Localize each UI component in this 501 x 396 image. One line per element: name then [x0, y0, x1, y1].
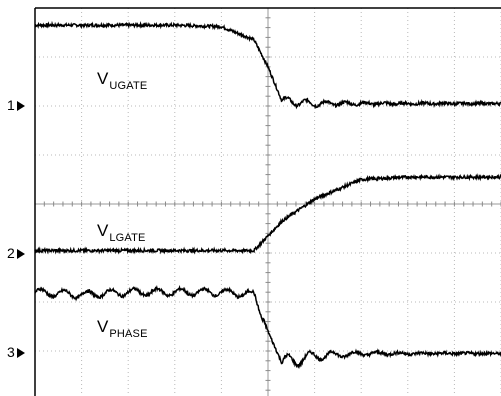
channel-3-marker: 3	[7, 345, 25, 359]
lgate-label: VLGATE	[97, 221, 146, 244]
channel-3-arrow-icon	[16, 348, 25, 358]
ugate-label: VUGATE	[97, 69, 147, 92]
phase-label-main: V	[97, 317, 109, 336]
channel-3-number: 3	[7, 344, 15, 360]
phase-label-sub: PHASE	[109, 328, 148, 340]
channel-1-marker: 1	[7, 98, 25, 112]
lgate-label-sub: LGATE	[109, 232, 146, 244]
channel-1-arrow-icon	[16, 101, 25, 111]
channel-2-number: 2	[7, 245, 15, 261]
channel-2-marker: 2	[7, 246, 25, 260]
trace-ugate	[34, 20, 501, 110]
trace-layer	[34, 20, 501, 370]
trace-phase	[34, 284, 501, 370]
grid-layer	[34, 7, 501, 396]
phase-label: VPHASE	[97, 317, 148, 340]
channel-2-arrow-icon	[16, 249, 25, 259]
ugate-label-sub: UGATE	[109, 80, 148, 92]
ugate-label-main: V	[97, 69, 109, 88]
trace-lgate	[34, 172, 501, 255]
lgate-label-main: V	[97, 221, 109, 240]
channel-1-number: 1	[7, 97, 15, 113]
